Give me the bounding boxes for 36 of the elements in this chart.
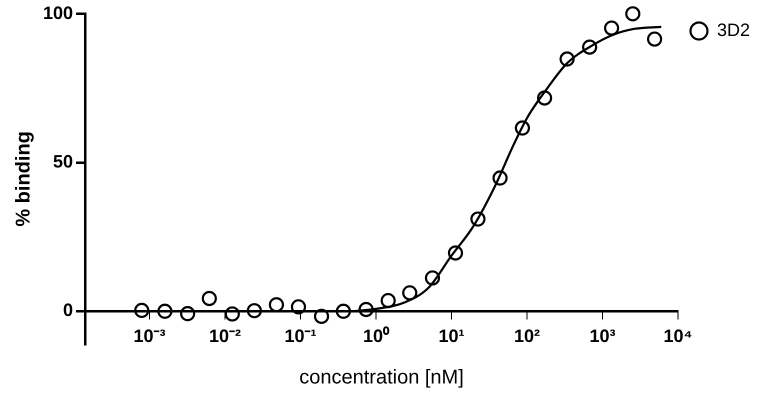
point: [202, 290, 217, 306]
point: [560, 51, 575, 67]
y-tick-label: 50: [53, 152, 74, 172]
y-tick-label: 0: [63, 300, 74, 320]
point: [448, 245, 464, 261]
point: [492, 170, 508, 186]
point: [582, 40, 598, 55]
point: [424, 270, 440, 286]
point: [224, 306, 240, 322]
x-tick-label: 10⁻³: [133, 326, 166, 346]
point: [402, 285, 418, 300]
x-tick-label: 10⁻¹: [284, 326, 317, 346]
point: [134, 302, 150, 318]
x-tick-label: 10¹: [438, 326, 464, 346]
y-tick-label: 100: [42, 2, 74, 23]
y-axis-title: % binding: [12, 131, 35, 227]
x-tick-label: 10⁴: [664, 326, 692, 346]
point: [536, 90, 552, 106]
legend-label: 3D2: [716, 20, 750, 40]
point: [625, 6, 640, 22]
point: [604, 20, 620, 36]
point: [290, 299, 306, 314]
x-axis-title: concentration [nM]: [299, 366, 464, 389]
point: [314, 308, 330, 324]
point: [358, 302, 374, 318]
point: [246, 303, 262, 318]
point: [380, 292, 396, 308]
x-tick-label: 10⁻²: [208, 326, 242, 346]
point: [157, 304, 173, 319]
point: [514, 120, 530, 136]
x-tick-label: 10⁰: [362, 326, 390, 346]
x-tick-label: 10³: [589, 326, 616, 346]
point: [180, 306, 196, 322]
point: [336, 304, 351, 319]
point: [470, 211, 486, 227]
x-tick-label: 10²: [514, 326, 540, 346]
